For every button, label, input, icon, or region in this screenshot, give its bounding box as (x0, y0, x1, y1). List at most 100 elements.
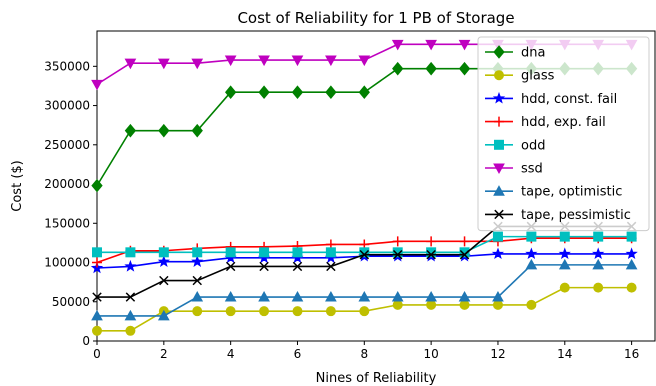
legend-entry: dna (485, 45, 545, 61)
data-point (225, 85, 237, 99)
y-tick-label: 200000 (44, 177, 90, 191)
legend-marker (493, 163, 505, 175)
data-point (526, 231, 537, 242)
series-odd (92, 231, 637, 258)
data-point (259, 247, 270, 258)
legend-marker (493, 45, 505, 59)
data-point (458, 61, 471, 76)
data-point (192, 306, 203, 317)
y-tick-label: 50000 (52, 295, 90, 309)
data-point (191, 123, 203, 138)
data-point (326, 261, 336, 272)
data-point (124, 58, 137, 70)
data-point (459, 236, 470, 247)
data-point (625, 258, 638, 270)
y-tick-label: 0 (82, 334, 90, 348)
data-point (458, 291, 471, 302)
legend-label: tape, optimistic (521, 185, 622, 200)
data-point (92, 257, 102, 268)
data-point (225, 247, 236, 258)
data-point (426, 236, 437, 247)
data-point (426, 247, 437, 258)
data-point (325, 247, 336, 258)
data-point (92, 247, 102, 258)
data-point (157, 255, 170, 267)
data-point (426, 249, 436, 260)
data-point (592, 247, 605, 260)
legend-marker (494, 209, 504, 220)
legend-label: hdd, const. fail (521, 92, 617, 107)
data-point (459, 299, 470, 310)
data-point (157, 309, 170, 321)
data-point (258, 291, 270, 302)
data-point (358, 85, 370, 99)
data-point (291, 55, 304, 67)
data-point (325, 85, 337, 99)
data-point (259, 306, 270, 317)
data-point (159, 275, 169, 286)
legend-marker (492, 91, 506, 104)
data-point (459, 249, 470, 260)
x-tick-label: 14 (557, 347, 572, 361)
data-point (558, 247, 571, 260)
data-point (491, 247, 505, 260)
y-axis-title: Cost ($) (10, 160, 25, 211)
data-point (626, 282, 637, 293)
data-point (526, 299, 537, 310)
y-tick-label: 100000 (44, 256, 90, 270)
y-tick-label: 350000 (44, 59, 90, 73)
data-point (192, 247, 203, 258)
legend-entry: tape, pessimistic (485, 208, 631, 223)
data-point (559, 231, 570, 242)
data-point (492, 299, 503, 310)
data-point (593, 282, 604, 293)
chart-title: Cost of Reliability for 1 PB of Storage (237, 9, 514, 27)
series-tape-optimistic (91, 258, 638, 321)
data-point (158, 247, 169, 258)
data-point (392, 299, 403, 310)
data-point (124, 123, 137, 138)
data-point (459, 247, 470, 258)
x-tick-label: 10 (423, 347, 438, 361)
legend-marker (494, 139, 504, 150)
legend-label: hdd, exp. fail (521, 115, 606, 130)
data-point (258, 55, 270, 67)
data-point (492, 231, 503, 242)
data-point (625, 247, 638, 260)
data-point (426, 299, 437, 310)
data-point (626, 231, 637, 242)
data-point (191, 58, 204, 70)
data-point (125, 247, 136, 258)
data-point (225, 261, 236, 272)
data-point (359, 306, 370, 317)
data-point (192, 275, 202, 286)
data-point (559, 282, 570, 293)
x-tick-label: 12 (490, 347, 505, 361)
data-point (525, 258, 538, 270)
data-point (325, 291, 337, 302)
data-point (392, 61, 404, 76)
data-point (91, 79, 103, 91)
data-point (325, 55, 337, 67)
data-point (391, 291, 404, 302)
data-point (592, 258, 605, 270)
data-point (92, 325, 102, 336)
data-point (558, 258, 571, 270)
data-point (224, 55, 237, 67)
legend-label: tape, pessimistic (521, 208, 631, 223)
legend: dna glass hdd, const. fail hdd, exp. fail od… (477, 36, 650, 232)
data-point (525, 247, 538, 260)
x-axis-title: Nines of Reliability (316, 371, 437, 386)
legend-entry: hdd, const. fail (485, 92, 617, 107)
legend-entry: odd (485, 138, 545, 153)
data-point (158, 123, 170, 138)
data-point (358, 291, 371, 302)
legend-label: ssd (521, 162, 543, 177)
x-tick-label: 4 (227, 347, 235, 361)
x-tick-label: 8 (360, 347, 368, 361)
data-point (425, 61, 437, 76)
data-point (92, 292, 102, 302)
y-tick-label: 250000 (44, 138, 90, 152)
data-point (292, 306, 303, 317)
